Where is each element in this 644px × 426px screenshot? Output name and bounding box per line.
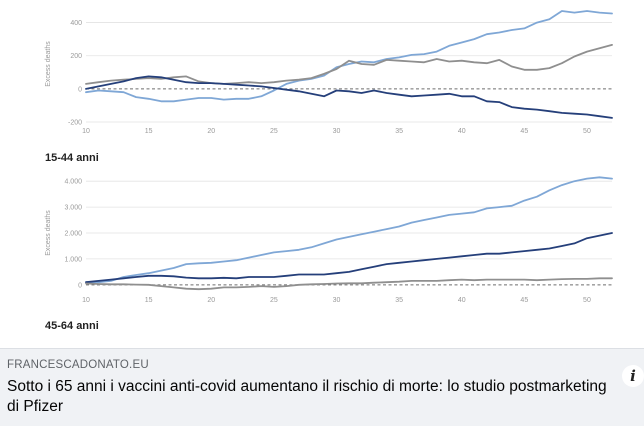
x-tick-label: 40 xyxy=(458,128,466,135)
age-group-caption: 45-64 anni xyxy=(45,320,99,332)
x-tick-label: 15 xyxy=(145,297,153,304)
link-domain: FRANCESCADONATO.EU xyxy=(7,359,149,371)
y-tick-label: -200 xyxy=(68,120,82,127)
x-tick-label: 30 xyxy=(333,297,341,304)
y-tick-label: 0 xyxy=(78,86,82,93)
series-line-2 xyxy=(85,232,613,284)
x-tick-label: 50 xyxy=(583,297,591,304)
y-tick-label: 200 xyxy=(70,53,82,60)
x-tick-label: 50 xyxy=(583,128,591,135)
series-line-1 xyxy=(85,10,613,103)
y-axis-label: Excess deaths xyxy=(45,41,52,87)
chart-area: -200 0 200 400 10 15 20 25 30 35 40 45 50 Excess deat… xyxy=(45,10,613,332)
y-tick-label: 2.000 xyxy=(64,231,82,238)
x-tick-label: 10 xyxy=(82,128,90,135)
info-icon[interactable]: i xyxy=(622,365,644,387)
x-tick-label: 40 xyxy=(458,297,466,304)
y-axis-label: Excess deaths xyxy=(45,210,52,256)
x-tick-label: 35 xyxy=(395,297,403,304)
y-tick-label: 3.000 xyxy=(64,205,82,212)
series-line-2 xyxy=(85,44,613,85)
x-tick-label: 10 xyxy=(82,297,90,304)
link-headline[interactable]: Sotto i 65 anni i vaccini anti-covid aum… xyxy=(7,378,607,415)
x-tick-label: 20 xyxy=(207,128,215,135)
age-group-caption: 15-44 anni xyxy=(45,152,99,164)
y-tick-label: 1.000 xyxy=(64,256,82,263)
series-line-3 xyxy=(85,75,613,119)
x-tick-label: 30 xyxy=(333,128,341,135)
x-tick-label: 25 xyxy=(270,297,278,304)
x-tick-label: 15 xyxy=(145,128,153,135)
x-tick-label: 35 xyxy=(395,128,403,135)
y-tick-label: 4.000 xyxy=(64,179,82,186)
series-line-3 xyxy=(85,277,613,291)
y-tick-label: 0 xyxy=(78,282,82,289)
x-tick-label: 25 xyxy=(270,128,278,135)
link-preview-card[interactable]: FRANCESCADONATO.EU Sotto i 65 anni i vac… xyxy=(0,348,644,426)
series-line-1 xyxy=(85,176,613,284)
chart-panel-1: -200 0 200 400 10 15 20 25 30 35 40 45 50 Excess deat… xyxy=(45,10,613,164)
y-tick-label: 400 xyxy=(70,20,82,27)
x-tick-label: 20 xyxy=(207,297,215,304)
x-tick-label: 45 xyxy=(520,128,528,135)
chart-panel-2: 0 1.000 2.000 3.000 4.000 10 15 20 25 30 35 40 45 50 E… xyxy=(45,176,613,332)
x-tick-label: 45 xyxy=(520,297,528,304)
